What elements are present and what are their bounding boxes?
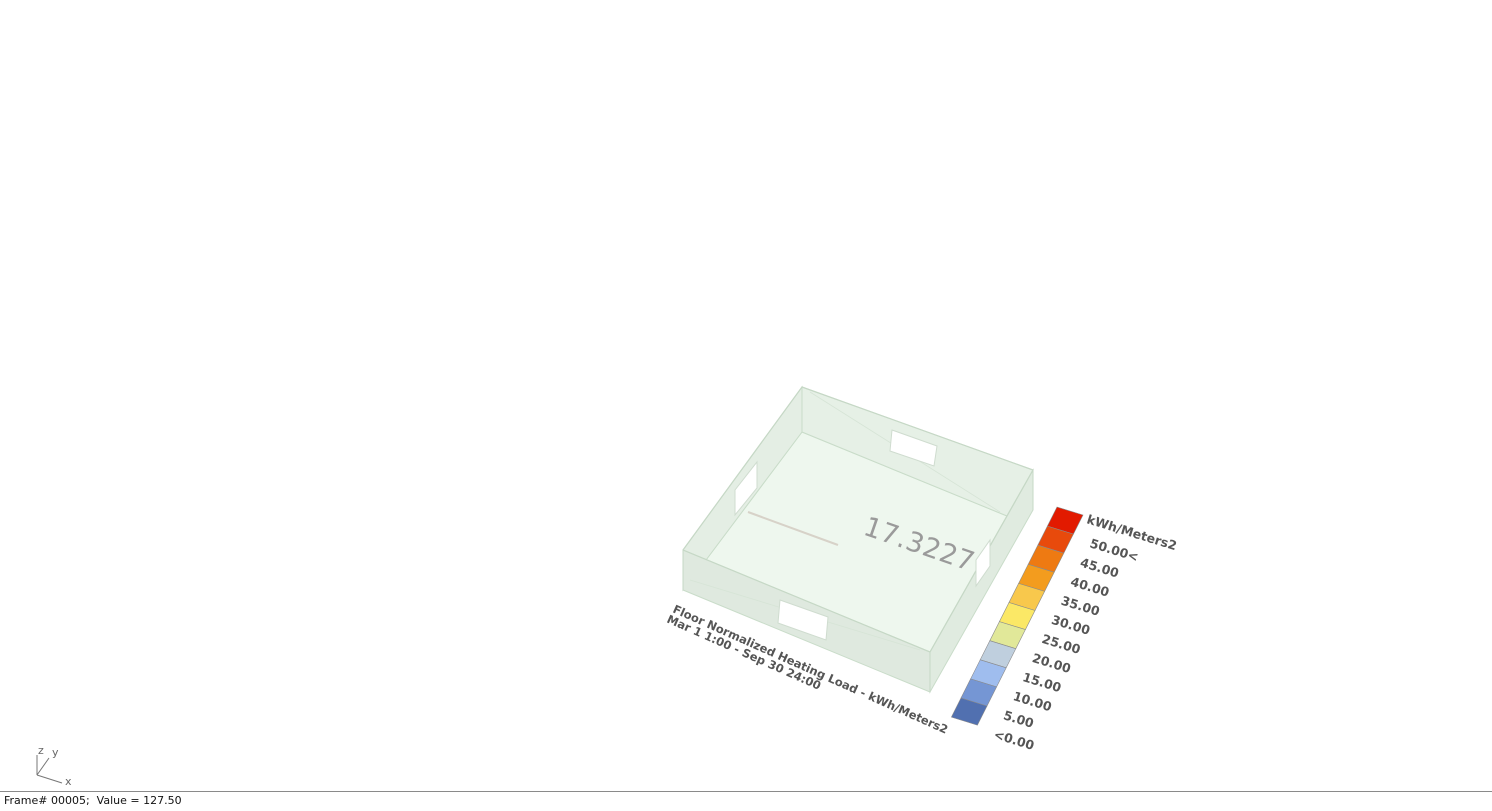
axis-gizmo-icon: z y x <box>36 744 72 788</box>
3d-viewport[interactable]: 17.3227 Floor Normalized Heating Load - … <box>0 0 1492 791</box>
room-box <box>682 385 1034 694</box>
axis-x-label: x <box>65 775 72 788</box>
window-back <box>889 429 938 467</box>
legend-value-label: 5.00 <box>1002 707 1036 730</box>
window-right <box>975 538 991 588</box>
window-left <box>734 460 758 517</box>
legend-swatch <box>950 697 988 726</box>
window-front <box>777 599 829 641</box>
status-text: Frame# 00005; Value = 127.50 <box>4 794 182 807</box>
axis-y-label: y <box>52 746 59 759</box>
scene-svg: 17.3227 Floor Normalized Heating Load - … <box>36 385 1179 788</box>
legend-value-label: <0.00 <box>992 727 1036 754</box>
status-bar: Frame# 00005; Value = 127.50 <box>0 791 1492 811</box>
axis-z-label: z <box>38 744 44 757</box>
